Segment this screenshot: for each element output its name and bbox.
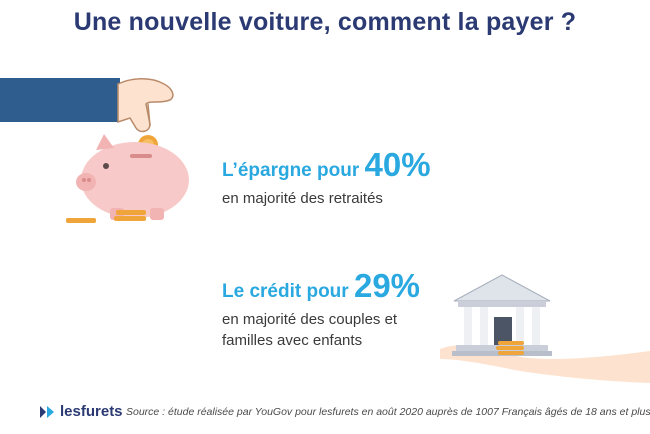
logo-text: lesfurets: [60, 403, 123, 420]
piggy-bank-icon: [76, 134, 189, 220]
credit-subtitle: en majorité des couples et familles avec…: [222, 309, 420, 351]
brand-logo[interactable]: lesfurets: [38, 403, 123, 420]
savings-headline: L’épargne pour 40%: [222, 146, 431, 184]
savings-percent: 40%: [364, 146, 431, 183]
bank-illustration: [440, 274, 650, 383]
credit-headline: Le crédit pour 29%: [222, 267, 420, 305]
savings-subtitle: en majorité des retraités: [222, 190, 383, 207]
credit-stat: Le crédit pour 29% en majorité des coupl…: [222, 267, 420, 351]
credit-subtitle-line1: en majorité des couples et: [222, 311, 398, 328]
source-note: Source : étude réalisée par YouGov pour …: [126, 406, 650, 418]
credit-subtitle-line2: familles avec enfants: [222, 332, 363, 349]
savings-stat: L’épargne pour 40% en majorité des retra…: [222, 146, 431, 209]
credit-label: Le crédit pour: [222, 281, 354, 302]
piggy-bank-illustration: [0, 78, 189, 223]
logo-icon: [40, 405, 54, 418]
savings-label: L’épargne pour: [222, 160, 365, 181]
credit-percent: 29%: [353, 267, 421, 304]
page-title: Une nouvelle voiture, comment la payer ?: [73, 8, 577, 36]
hand-icon: [0, 78, 174, 133]
